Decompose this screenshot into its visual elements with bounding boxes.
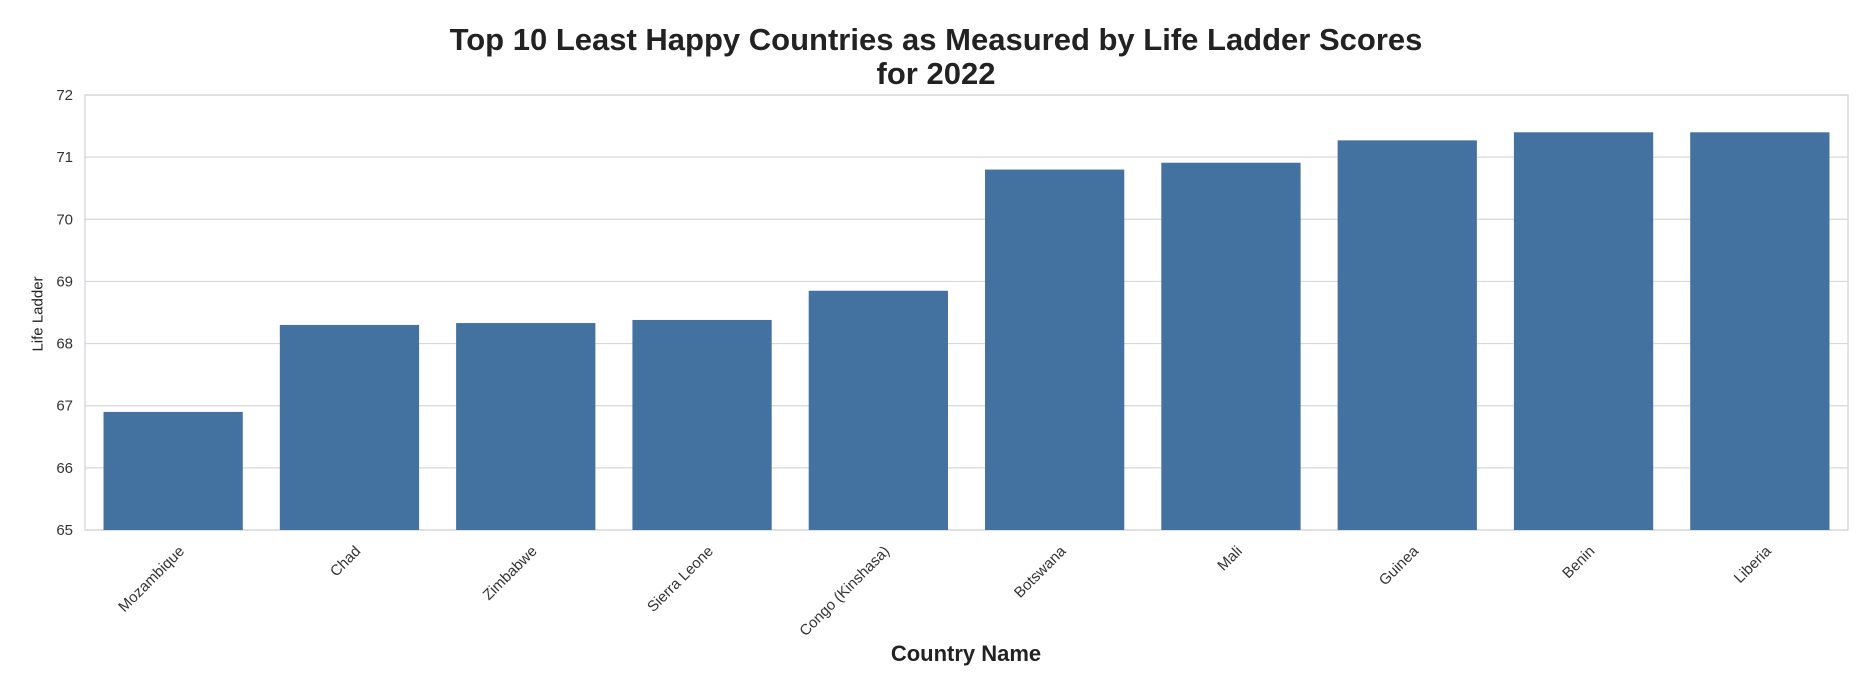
y-tick-label: 71 xyxy=(56,149,73,166)
bar xyxy=(808,290,948,530)
x-tick-label: Congo (Kinshasa) xyxy=(796,543,893,640)
x-tick-label: Zimbabwe xyxy=(480,543,541,604)
bar xyxy=(1161,162,1301,530)
bar xyxy=(1513,132,1654,531)
chart-title: Top 10 Least Happy Countries as Measured… xyxy=(449,22,1423,57)
y-tick-label: 66 xyxy=(56,460,73,477)
x-tick-label: Guinea xyxy=(1376,542,1423,589)
x-axis-label: Country Name xyxy=(890,641,1042,666)
bar xyxy=(1690,132,1830,531)
bar xyxy=(632,319,772,530)
bar xyxy=(279,324,420,530)
y-tick-label: 72 xyxy=(56,87,73,104)
bar xyxy=(456,323,596,530)
y-tick-label: 65 xyxy=(56,522,73,539)
x-tick-label: Botswana xyxy=(1011,542,1070,601)
x-tick-label: Liberia xyxy=(1731,542,1775,586)
bar xyxy=(103,411,243,530)
bar xyxy=(985,169,1125,531)
chart-subtitle: for 2022 xyxy=(876,56,996,91)
x-tick-label: Benin xyxy=(1559,543,1598,582)
x-tick-label: Mali xyxy=(1214,543,1245,574)
y-tick-label: 67 xyxy=(56,398,73,415)
y-tick-label: 68 xyxy=(56,336,73,353)
y-tick-label: 69 xyxy=(56,273,73,290)
y-tick-label: 70 xyxy=(56,211,73,228)
x-tick-label: Chad xyxy=(327,543,364,580)
x-tick-label: Mozambique xyxy=(115,543,188,616)
bar xyxy=(1337,140,1477,530)
plot-frame xyxy=(84,94,1849,531)
x-tick-label: Sierra Leone xyxy=(644,543,717,616)
